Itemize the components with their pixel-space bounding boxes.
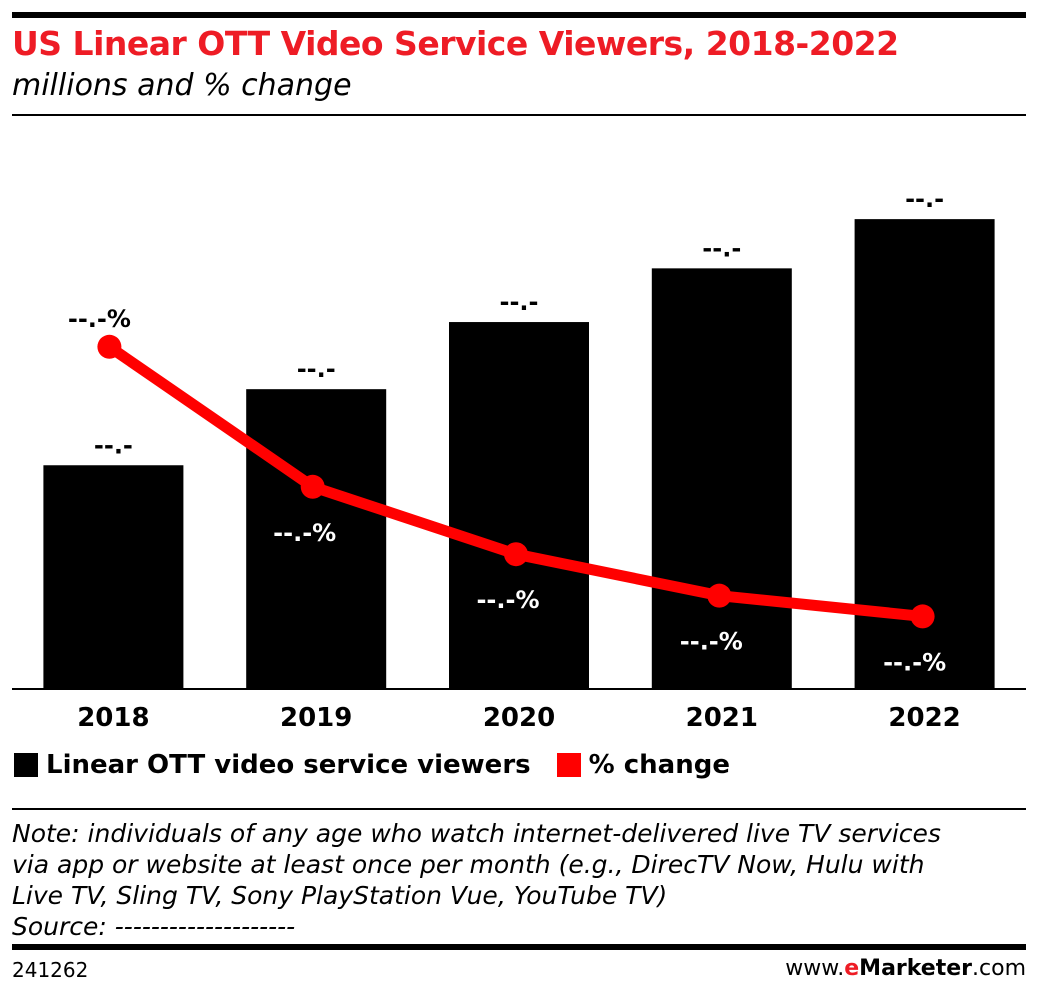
legend-swatch-bar (14, 753, 38, 777)
title-divider (12, 114, 1026, 116)
brand-e: e (844, 956, 860, 981)
note-divider (12, 808, 1026, 810)
change-point (504, 542, 528, 567)
note-line: Live TV, Sling TV, Sony PlayStation Vue,… (12, 881, 668, 910)
bar (449, 322, 589, 689)
bar-value-label: --.- (905, 185, 944, 213)
change-value-label: --.-% (273, 519, 336, 547)
chart-note: Note: individuals of any age who watch i… (12, 818, 1026, 942)
brand-logo: www.eMarketer.com (785, 956, 1026, 981)
bar (43, 465, 184, 689)
bar-value-label: --.- (500, 288, 539, 316)
bar (246, 389, 387, 689)
source-line: Source: -------------------- (12, 912, 296, 941)
bar-value-label: --.- (94, 431, 133, 459)
chart-subtitle: millions and % change (12, 68, 352, 103)
note-line: via app or website at least once per mon… (12, 850, 925, 879)
change-value-label: --.-% (476, 586, 539, 614)
x-tick-label: 2018 (77, 703, 149, 733)
x-tick-label: 2021 (686, 703, 758, 733)
x-tick-label: 2022 (888, 703, 960, 733)
change-point (707, 583, 732, 608)
bottom-rule (12, 944, 1026, 950)
bar (651, 268, 792, 689)
chart-title: US Linear OTT Video Service Viewers, 201… (12, 24, 899, 63)
combo-chart: --.- --.- --.- --.- --.- 2018 2019 2020 2021 2022… (12, 185, 1026, 733)
change-point (910, 604, 935, 629)
x-tick-label: 2019 (280, 703, 352, 733)
legend-item-viewers: Linear OTT video service viewers (14, 750, 531, 780)
change-value-label: --.-% (680, 628, 743, 656)
legend-label-viewers: Linear OTT video service viewers (46, 750, 531, 780)
change-value-label: --.-% (883, 648, 946, 676)
brand-suffix: .com (972, 956, 1026, 981)
change-point (97, 334, 122, 359)
x-tick-label: 2020 (483, 703, 555, 733)
top-rule (12, 12, 1026, 18)
legend-label-change: % change (588, 750, 730, 780)
brand-marketer: Marketer (859, 956, 973, 981)
bar-value-label: --.- (297, 355, 336, 383)
legend-swatch-line (556, 753, 581, 777)
brand-prefix: www. (785, 956, 845, 981)
bar-value-label: --.- (702, 234, 741, 262)
chart-id: 241262 (12, 958, 89, 982)
legend-item-change: % change (556, 750, 730, 780)
note-line: Note: individuals of any age who watch i… (12, 819, 941, 848)
legend: Linear OTT video service viewers % chang… (14, 750, 756, 780)
change-point (300, 474, 325, 499)
change-value-label: --.-% (68, 305, 131, 333)
